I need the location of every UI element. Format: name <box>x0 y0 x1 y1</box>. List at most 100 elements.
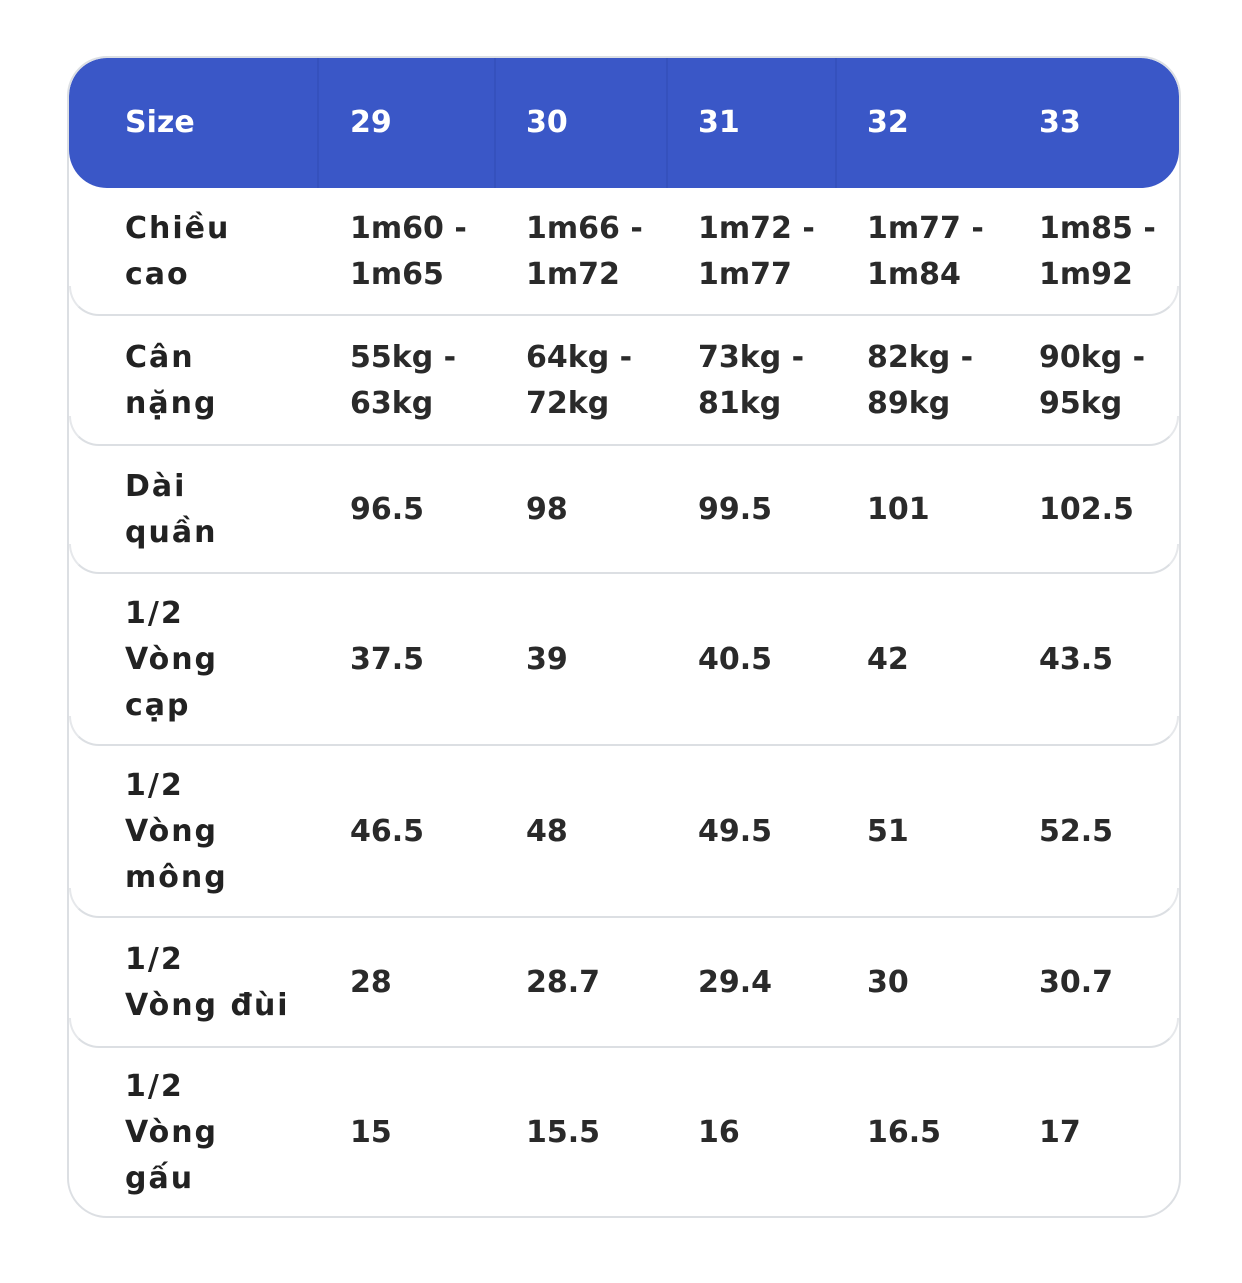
value-text: 99.5 <box>698 492 773 527</box>
value-text: 96.5 <box>350 492 425 527</box>
value-cell-size-30: 48 <box>526 746 686 918</box>
value-text: 16 <box>698 1115 740 1150</box>
value-cell-size-29: 1m60 - 1m65 <box>350 188 510 316</box>
value-cell-size-33: 52.5 <box>1039 746 1179 918</box>
value-cell-size-33: 90kg - 95kg <box>1039 316 1179 446</box>
row-label: Dài quần <box>125 446 315 574</box>
value-text: 17 <box>1039 1115 1081 1150</box>
header-size-label: Size <box>125 105 195 140</box>
value-text: 43.5 <box>1039 642 1114 677</box>
row-label-line: Chiều <box>125 211 231 246</box>
row-label: 1/2 Vòng cạp <box>125 574 315 746</box>
value-text: 39 <box>526 642 568 677</box>
value-text: 101 <box>867 492 930 527</box>
row-label-line: Dài <box>125 469 187 504</box>
value-cell-size-32: 1m77 - 1m84 <box>867 188 1027 316</box>
value-cell-size-30: 98 <box>526 446 686 574</box>
value-text: 1m84 <box>867 257 961 292</box>
value-text: 90kg - <box>1039 340 1146 375</box>
value-text: 1m92 <box>1039 257 1133 292</box>
value-cell-size-31: 49.5 <box>698 746 858 918</box>
table-header: Size 29 30 31 32 33 <box>69 58 1179 188</box>
value-cell-size-33: 1m85 - 1m92 <box>1039 188 1179 316</box>
row-label-line: 1/2 <box>125 768 184 803</box>
header-size-32: 32 <box>867 105 909 140</box>
header-size-29: 29 <box>350 105 392 140</box>
value-text: 28.7 <box>526 965 601 1000</box>
row-label-line: mông <box>125 860 228 895</box>
row-label: Cân nặng <box>125 316 315 446</box>
row-label-line: Cân <box>125 340 195 375</box>
value-cell-size-32: 16.5 <box>867 1048 1027 1216</box>
header-divider <box>666 58 668 188</box>
value-cell-size-31: 99.5 <box>698 446 858 574</box>
value-cell-size-31: 73kg - 81kg <box>698 316 858 446</box>
value-text: 89kg <box>867 386 951 421</box>
value-cell-size-29: 96.5 <box>350 446 510 574</box>
row-label-line: 1/2 <box>125 596 184 631</box>
row-label-line: cao <box>125 257 190 292</box>
value-text: 1m66 - <box>526 211 643 246</box>
value-cell-size-32: 30 <box>867 918 1027 1048</box>
table-row: 1/2 Vòng mông 46.5 48 49.5 51 52.5 <box>69 746 1179 918</box>
value-cell-size-32: 42 <box>867 574 1027 746</box>
value-cell-size-33: 17 <box>1039 1048 1179 1216</box>
row-label-line: Vòng đùi <box>125 988 290 1023</box>
value-text: 1m77 - <box>867 211 984 246</box>
value-cell-size-30: 39 <box>526 574 686 746</box>
value-text: 81kg <box>698 386 782 421</box>
value-cell-size-30: 15.5 <box>526 1048 686 1216</box>
row-label-line: cạp <box>125 688 191 723</box>
value-text: 37.5 <box>350 642 425 677</box>
value-cell-size-30: 64kg - 72kg <box>526 316 686 446</box>
row-label: 1/2 Vòng mông <box>125 746 315 918</box>
table-row: 1/2 Vòng gấu 15 15.5 16 16.5 17 <box>69 1048 1179 1216</box>
value-text: 63kg <box>350 386 434 421</box>
value-text: 72kg <box>526 386 610 421</box>
value-text: 30.7 <box>1039 965 1114 1000</box>
value-text: 46.5 <box>350 814 425 849</box>
row-label-line: quần <box>125 515 218 550</box>
value-text: 82kg - <box>867 340 974 375</box>
header-size-31: 31 <box>698 105 740 140</box>
header-size-33: 33 <box>1039 105 1081 140</box>
value-text: 98 <box>526 492 568 527</box>
value-cell-size-30: 28.7 <box>526 918 686 1048</box>
value-text: 52.5 <box>1039 814 1114 849</box>
value-text: 64kg - <box>526 340 633 375</box>
value-text: 95kg <box>1039 386 1123 421</box>
table-row: Dài quần 96.5 98 99.5 101 102.5 <box>69 446 1179 574</box>
row-label: Chiều cao <box>125 188 315 316</box>
value-text: 15.5 <box>526 1115 601 1150</box>
value-text: 55kg - <box>350 340 457 375</box>
value-text: 1m65 <box>350 257 444 292</box>
header-divider <box>317 58 319 188</box>
value-text: 1m77 <box>698 257 792 292</box>
value-text: 73kg - <box>698 340 805 375</box>
value-text: 28 <box>350 965 392 1000</box>
value-text: 30 <box>867 965 909 1000</box>
table-row: 1/2 Vòng cạp 37.5 39 40.5 42 43.5 <box>69 574 1179 746</box>
value-text: 102.5 <box>1039 492 1134 527</box>
row-label-line: 1/2 <box>125 1069 184 1104</box>
row-label-line: Vòng <box>125 1115 219 1150</box>
value-text: 40.5 <box>698 642 773 677</box>
row-label-line: 1/2 <box>125 942 184 977</box>
value-text: 42 <box>867 642 909 677</box>
value-cell-size-29: 28 <box>350 918 510 1048</box>
value-cell-size-33: 43.5 <box>1039 574 1179 746</box>
value-cell-size-29: 37.5 <box>350 574 510 746</box>
value-cell-size-33: 30.7 <box>1039 918 1179 1048</box>
row-label: 1/2 Vòng gấu <box>125 1048 315 1216</box>
value-cell-size-29: 15 <box>350 1048 510 1216</box>
value-cell-size-31: 1m72 - 1m77 <box>698 188 858 316</box>
value-text: 1m60 - <box>350 211 467 246</box>
value-text: 1m85 - <box>1039 211 1156 246</box>
value-cell-size-32: 101 <box>867 446 1027 574</box>
table-row: 1/2 Vòng đùi 28 28.7 29.4 30 30.7 <box>69 918 1179 1048</box>
value-text: 15 <box>350 1115 392 1150</box>
value-cell-size-31: 16 <box>698 1048 858 1216</box>
value-text: 1m72 - <box>698 211 815 246</box>
header-divider <box>835 58 837 188</box>
value-text: 1m72 <box>526 257 620 292</box>
